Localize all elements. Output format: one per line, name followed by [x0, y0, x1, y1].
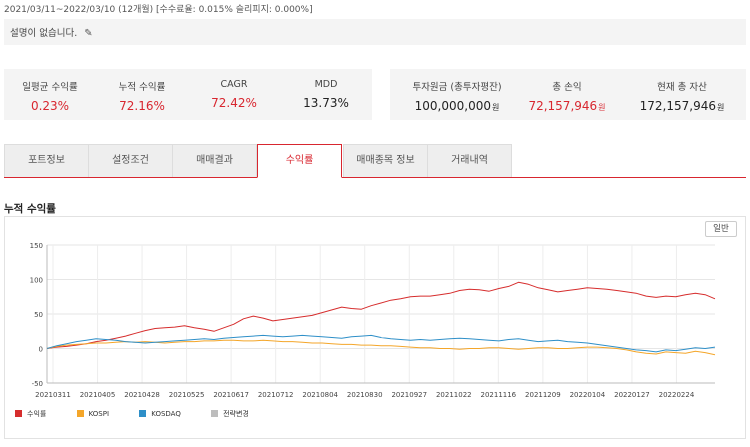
tab-settings[interactable]: 설정조건	[88, 144, 173, 177]
x-tick-label: 20211116	[481, 391, 517, 399]
chart-section-title: 누적 수익률	[4, 203, 56, 215]
legend-label: KOSDAQ	[151, 410, 181, 418]
stats-right-panel: 투자원금 (총투자평잔) 100,000,000원 총 손익 72,157,94…	[390, 69, 746, 120]
stat-principal: 투자원금 (총투자평잔) 100,000,000원	[402, 69, 512, 113]
stat-label: CAGR	[220, 79, 248, 90]
x-tick-label: 20210617	[213, 391, 249, 399]
stat-cagr: CAGR 72.42%	[188, 69, 280, 110]
stat-value: 100,000,000원	[402, 99, 512, 113]
y-tick-label: 100	[30, 277, 43, 285]
stat-value: 72.42%	[211, 96, 257, 110]
stat-total-assets: 현재 총 자산 172,157,946원	[622, 69, 742, 113]
stat-total-pnl: 총 손익 72,157,946원	[512, 69, 622, 113]
legend-swatch	[15, 410, 22, 417]
scale-toggle-button[interactable]: 일반	[705, 221, 737, 237]
legend-label: KOSPI	[88, 410, 110, 418]
x-tick-label: 20210405	[80, 391, 116, 399]
cumulative-return-chart: 일반 150 100 50 0 -50 20210311 20210405 20210428 2…	[4, 216, 746, 439]
stat-label: 누적 수익률	[118, 82, 166, 93]
y-tick-label: 50	[34, 311, 43, 319]
tab-trade-history[interactable]: 거래내역	[427, 144, 512, 177]
y-tick-label: -50	[32, 380, 43, 388]
x-tick-label: 20210428	[124, 391, 160, 399]
stat-label: 일평균 수익률	[22, 82, 78, 93]
x-tick-label: 20210525	[169, 391, 205, 399]
tab-traded-stocks[interactable]: 매매종목 정보	[343, 144, 428, 177]
x-tick-label: 20211022	[436, 391, 472, 399]
tab-bar: 포트정보 설정조건 매매결과 수익률 매매종목 정보 거래내역	[4, 144, 746, 178]
stat-number: 72,157,946	[528, 99, 598, 113]
x-tick-label: 20210927	[391, 391, 427, 399]
stat-label: 현재 총 자산	[657, 82, 707, 93]
chart-legend: 수익률 KOSPI KOSDAQ 전략변경	[15, 409, 277, 419]
legend-label: 수익률	[27, 410, 47, 418]
stat-number: 172,157,946	[639, 99, 716, 113]
legend-label: 전략변경	[223, 410, 249, 418]
series-line-0	[46, 281, 716, 349]
y-tick-label: 150	[30, 242, 43, 250]
legend-swatch	[211, 410, 219, 417]
y-tick-label: 0	[39, 346, 43, 354]
legend-item-returns[interactable]: 수익률	[15, 409, 46, 419]
description-box: 설명이 없습니다. ✎	[4, 19, 746, 45]
description-text: 설명이 없습니다.	[10, 28, 78, 39]
stat-value: 172,157,946원	[622, 99, 742, 113]
x-tick-label: 20210804	[302, 391, 338, 399]
x-tick-label: 20210830	[347, 391, 383, 399]
legend-item-kosdaq[interactable]: KOSDAQ	[139, 410, 181, 418]
backtest-period: 2021/03/11~2022/03/10 (12개월) [수수료율: 0.01…	[4, 5, 313, 15]
stat-label: MDD	[314, 79, 338, 90]
stat-unit: 원	[598, 103, 606, 112]
stat-number: 100,000,000	[414, 99, 491, 113]
pencil-icon[interactable]: ✎	[84, 28, 93, 39]
x-tick-label: 20220104	[570, 391, 606, 399]
stat-value: 72.16%	[119, 99, 165, 113]
stat-daily-return: 일평균 수익률 0.23%	[4, 69, 96, 113]
stat-cumulative-return: 누적 수익률 72.16%	[96, 69, 188, 113]
stat-label: 총 손익	[552, 82, 582, 93]
stat-mdd: MDD 13.73%	[280, 69, 372, 110]
line-chart: 150 100 50 0 -50 20210311 20210405 20210428 2021…	[30, 242, 716, 399]
legend-item-kospi[interactable]: KOSPI	[76, 410, 110, 418]
stat-value: 72,157,946원	[512, 99, 622, 113]
x-tick-label: 20220224	[659, 391, 695, 399]
series-line-2	[46, 334, 716, 353]
x-tick-label: 20220127	[614, 391, 650, 399]
tab-portfolio-info[interactable]: 포트정보	[4, 144, 89, 177]
stat-unit: 원	[716, 103, 725, 112]
x-tick-label: 20210311	[35, 391, 71, 399]
stat-unit: 원	[491, 103, 500, 112]
x-tick-label: 20211209	[525, 391, 561, 399]
stat-label: 투자원금 (총투자평잔)	[412, 82, 502, 93]
legend-item-rebalance[interactable]: 전략변경	[211, 409, 249, 419]
stat-value: 13.73%	[303, 96, 349, 110]
x-tick-label: 20210712	[258, 391, 294, 399]
tab-returns[interactable]: 수익률	[257, 144, 342, 178]
stat-value: 0.23%	[30, 99, 70, 113]
tab-trade-results[interactable]: 매매결과	[172, 144, 257, 177]
legend-swatch	[139, 410, 147, 417]
stats-left-panel: 일평균 수익률 0.23% 누적 수익률 72.16% CAGR 72.42% …	[4, 69, 372, 120]
legend-swatch	[76, 410, 84, 417]
